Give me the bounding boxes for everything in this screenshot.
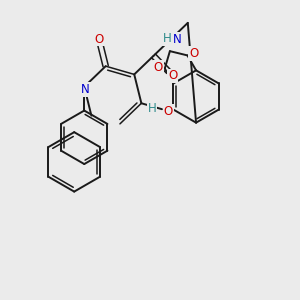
- Text: O: O: [189, 47, 199, 60]
- Text: O: O: [164, 104, 173, 118]
- Text: N: N: [173, 33, 182, 46]
- Text: N: N: [81, 82, 90, 96]
- Text: O: O: [154, 61, 163, 74]
- Text: O: O: [94, 32, 104, 46]
- Text: O: O: [168, 70, 178, 83]
- Text: H: H: [148, 102, 156, 115]
- Text: H: H: [163, 32, 172, 45]
